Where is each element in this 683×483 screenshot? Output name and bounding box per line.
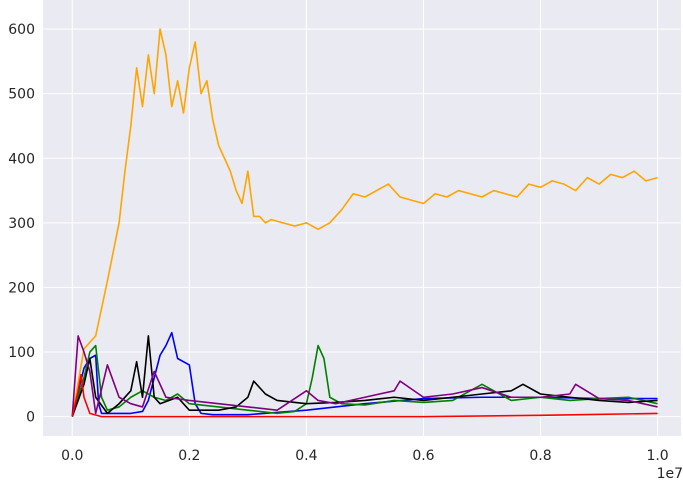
x-tick-label: 1.0	[646, 448, 668, 464]
series-line-0	[71, 28, 658, 417]
x-tick-label: 0.0	[61, 448, 83, 464]
x-tick-label: 0.4	[295, 448, 317, 464]
y-tick-label: 400	[8, 151, 35, 167]
x-offset-label: 1e7	[657, 466, 683, 482]
y-tick-label: 200	[8, 280, 35, 296]
y-tick-label: 600	[8, 22, 35, 38]
x-tick-label: 0.6	[412, 448, 434, 464]
x-tick-label: 0.8	[529, 448, 551, 464]
y-tick-label: 0	[26, 410, 35, 426]
plot-background	[43, 0, 681, 436]
x-tick-labels: 0.0 0.2 0.4 0.6 0.8 1.0	[61, 448, 669, 464]
y-tick-label: 300	[8, 216, 35, 232]
series-line-4	[71, 335, 658, 417]
series-lines	[71, 28, 658, 418]
x-tick-label: 0.2	[178, 448, 200, 464]
series-line-3	[71, 335, 658, 417]
series-line-5	[71, 373, 658, 418]
y-tick-label: 500	[8, 87, 35, 103]
y-tick-label: 100	[8, 345, 35, 361]
y-tick-labels: 0 100 200 300 400 500 600	[8, 22, 35, 426]
